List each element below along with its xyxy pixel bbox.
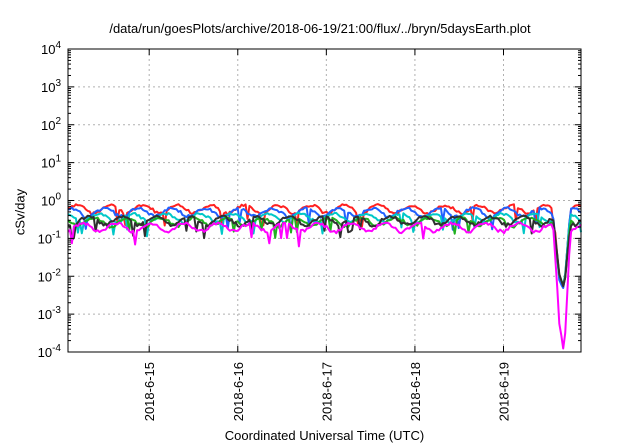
y-tick-label: 101 (41, 154, 61, 171)
y-tick-label: 10-3 (38, 305, 62, 322)
x-axis-label: Coordinated Universal Time (UTC) (224, 428, 425, 443)
x-tick-label: 2018-6-19 (496, 362, 511, 421)
chart-title: /data/run/goesPlots/archive/2018-06-19/2… (109, 21, 531, 36)
x-tick-label: 2018-6-16 (231, 362, 246, 421)
y-axis-ticks: 10-4 10-3 10-2 10-1 100 101 102 103 104 (38, 40, 581, 360)
x-axis-ticks: 2018-6-15 2018-6-16 2018-6-17 2018-6-18 2018… (142, 49, 511, 421)
y-tick-label: 100 (41, 192, 61, 209)
series-line (68, 214, 582, 288)
y-tick-label: 10-1 (38, 229, 62, 246)
grid-lines (68, 49, 581, 352)
y-tick-label: 10-2 (38, 267, 62, 284)
series-line (67, 221, 582, 350)
y-tick-label: 103 (41, 78, 61, 95)
x-tick-label: 2018-6-18 (408, 362, 423, 421)
x-tick-label: 2018-6-17 (319, 362, 334, 421)
y-tick-label: 102 (41, 116, 61, 133)
series-lines (67, 203, 582, 350)
x-tick-label: 2018-6-15 (142, 362, 157, 421)
y-tick-label: 10-4 (38, 343, 62, 360)
series-line (67, 203, 582, 288)
y-axis-label: cSv/day (12, 188, 28, 236)
y-tick-label: 104 (41, 40, 61, 57)
